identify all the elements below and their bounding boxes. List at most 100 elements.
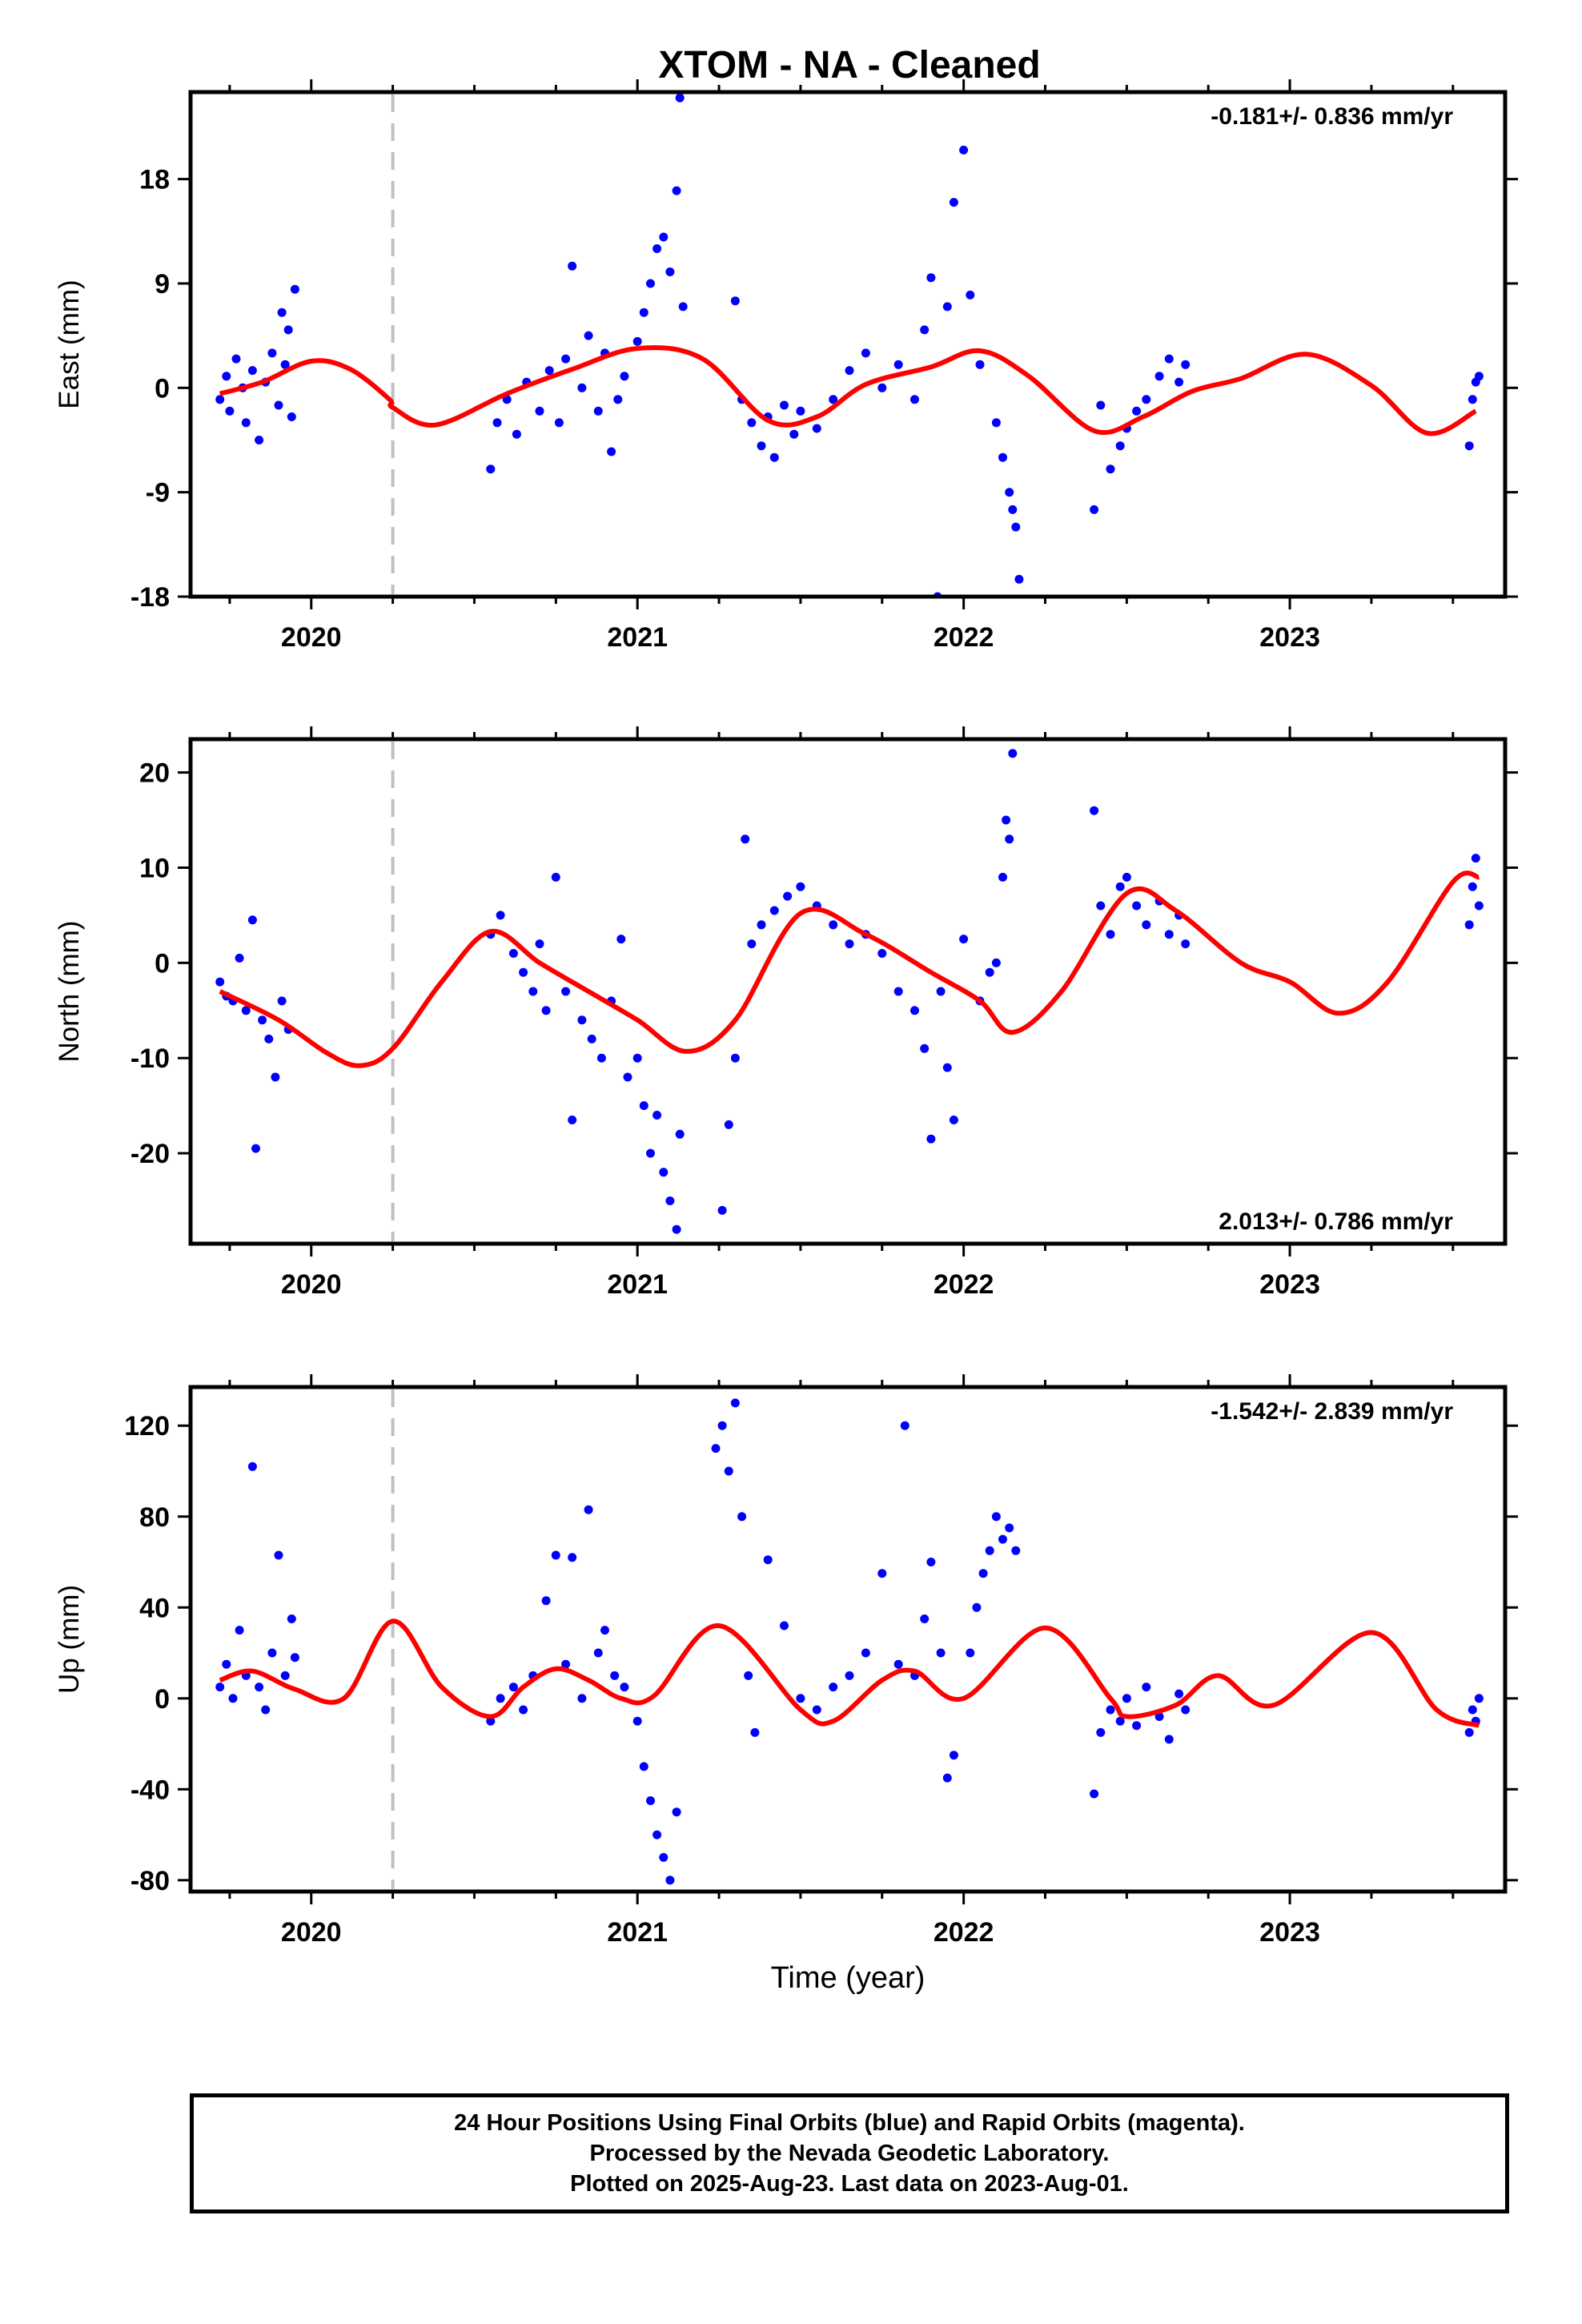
data-point bbox=[277, 308, 287, 317]
data-point bbox=[1106, 930, 1115, 939]
data-point bbox=[1132, 406, 1142, 416]
data-point bbox=[1106, 464, 1115, 474]
data-point bbox=[1096, 1727, 1106, 1737]
data-point bbox=[593, 406, 603, 416]
data-point bbox=[1005, 1523, 1014, 1533]
data-point bbox=[1115, 882, 1125, 891]
data-point bbox=[568, 261, 577, 271]
data-point bbox=[812, 1705, 821, 1715]
data-point bbox=[620, 1683, 629, 1692]
data-point bbox=[287, 412, 296, 421]
y-tick-label: -9 bbox=[146, 478, 170, 509]
data-point bbox=[985, 1546, 994, 1555]
plot-frame bbox=[188, 1385, 1508, 1894]
data-point bbox=[1008, 505, 1018, 514]
data-point bbox=[280, 1671, 290, 1680]
data-point bbox=[1115, 441, 1125, 451]
data-point bbox=[639, 308, 648, 317]
data-point bbox=[966, 290, 975, 300]
data-point bbox=[998, 1534, 1007, 1544]
data-point bbox=[724, 1120, 733, 1129]
footer-note-box: 24 Hour Positions Using Final Orbits (bl… bbox=[190, 2093, 1509, 2213]
data-point bbox=[1002, 815, 1011, 825]
data-point bbox=[255, 1683, 264, 1692]
y-tick-label: 0 bbox=[155, 1684, 170, 1715]
data-point bbox=[717, 1421, 727, 1430]
y-tick-label: 18 bbox=[139, 165, 170, 195]
data-point bbox=[1471, 854, 1480, 863]
data-point bbox=[544, 366, 554, 376]
data-point bbox=[972, 1602, 982, 1612]
data-point bbox=[737, 1512, 747, 1522]
data-point bbox=[1142, 395, 1151, 404]
data-point bbox=[780, 400, 789, 410]
x-tick-label: 2023 bbox=[1259, 1917, 1320, 1948]
data-point bbox=[949, 1116, 958, 1124]
data-point bbox=[251, 1144, 260, 1153]
data-point bbox=[829, 920, 838, 930]
data-point bbox=[926, 1134, 936, 1144]
data-point bbox=[936, 1648, 946, 1658]
data-point bbox=[610, 1671, 620, 1680]
data-point bbox=[274, 1550, 283, 1560]
x-axis-label: Time (year) bbox=[771, 1961, 926, 1995]
data-point bbox=[796, 406, 805, 416]
data-point bbox=[1090, 1789, 1099, 1799]
data-point bbox=[535, 406, 544, 416]
data-point bbox=[675, 93, 685, 103]
x-tick-label: 2022 bbox=[934, 622, 994, 653]
data-point bbox=[290, 284, 299, 294]
data-point bbox=[1106, 1705, 1115, 1715]
data-point bbox=[1142, 920, 1151, 930]
data-point bbox=[258, 1015, 267, 1025]
data-point bbox=[942, 302, 952, 312]
footer-line-1: 24 Hour Positions Using Final Orbits (bl… bbox=[454, 2110, 1245, 2136]
y-tick-label: 80 bbox=[139, 1502, 170, 1533]
x-tick-label: 2022 bbox=[934, 1917, 994, 1948]
data-point bbox=[711, 1444, 721, 1454]
data-point bbox=[747, 418, 757, 428]
rate-annotation: 2.013+/- 0.786 mm/yr bbox=[1219, 1208, 1453, 1235]
data-point bbox=[225, 406, 235, 416]
figure-title: XTOM - NA - Cleaned bbox=[658, 44, 1040, 86]
data-point bbox=[757, 920, 766, 930]
y-tick-label: -80 bbox=[130, 1866, 170, 1896]
data-point bbox=[829, 395, 838, 404]
data-point bbox=[1164, 930, 1174, 939]
data-point bbox=[646, 1148, 655, 1158]
data-point bbox=[502, 395, 512, 404]
y-tick-label: 9 bbox=[155, 269, 170, 300]
data-point bbox=[620, 372, 629, 381]
y-tick-label: 0 bbox=[155, 948, 170, 979]
data-point bbox=[222, 1659, 231, 1669]
data-point bbox=[877, 383, 887, 392]
data-point bbox=[789, 429, 799, 439]
data-point bbox=[228, 1694, 238, 1703]
data-point bbox=[577, 1015, 587, 1025]
data-point bbox=[1181, 1705, 1191, 1715]
data-point bbox=[1122, 1694, 1131, 1703]
data-point bbox=[264, 1034, 274, 1043]
x-tick-label: 2020 bbox=[281, 1917, 342, 1948]
data-point bbox=[747, 939, 757, 949]
data-point bbox=[535, 939, 544, 949]
data-point bbox=[541, 1596, 551, 1606]
data-point bbox=[750, 1727, 760, 1737]
y-tick-label: 120 bbox=[124, 1411, 170, 1441]
rate-annotation: -0.181+/- 0.836 mm/yr bbox=[1211, 103, 1453, 130]
data-point bbox=[623, 1072, 632, 1082]
data-point bbox=[757, 441, 766, 451]
data-points-up bbox=[215, 1398, 1484, 1885]
data-point bbox=[1122, 872, 1131, 882]
y-tick-label: 10 bbox=[139, 853, 170, 883]
data-point bbox=[877, 1569, 887, 1578]
data-point bbox=[893, 987, 903, 996]
data-point bbox=[675, 1129, 685, 1139]
data-point bbox=[267, 348, 277, 358]
data-point bbox=[672, 1224, 681, 1234]
x-tick-label: 2020 bbox=[281, 1269, 342, 1300]
y-tick-label: -40 bbox=[130, 1775, 170, 1805]
data-point bbox=[812, 424, 821, 433]
data-point bbox=[568, 1553, 577, 1562]
data-point bbox=[496, 911, 505, 920]
